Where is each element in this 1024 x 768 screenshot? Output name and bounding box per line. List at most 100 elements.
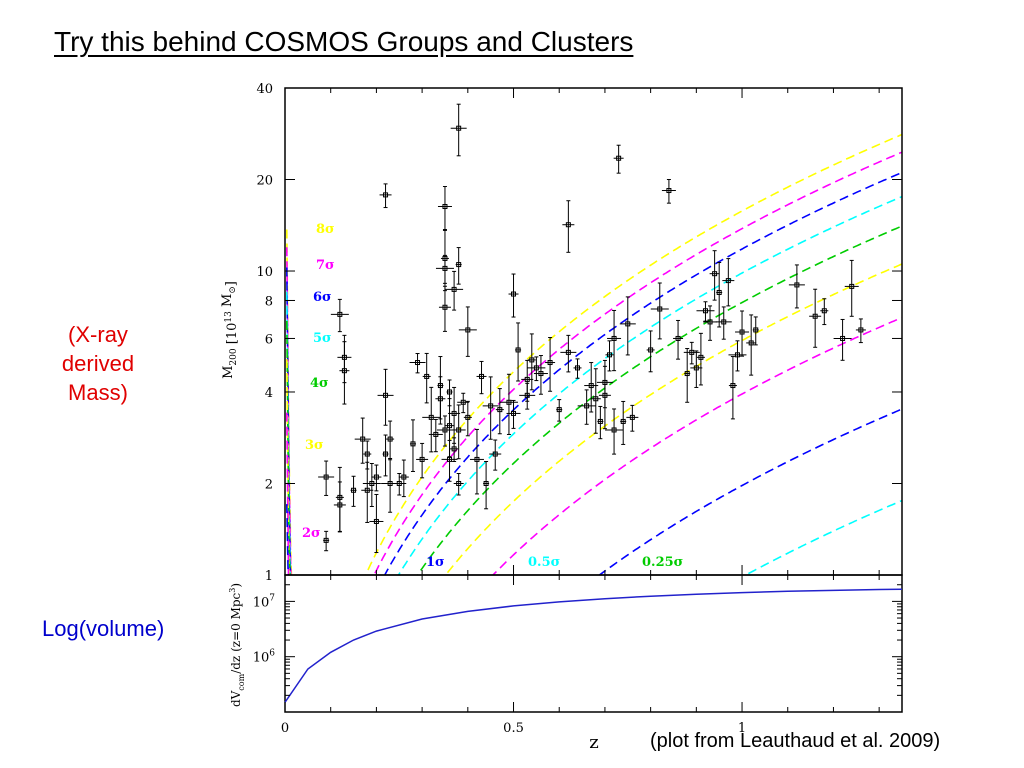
threshold-curve-0.5σ bbox=[744, 499, 902, 575]
data-point bbox=[379, 183, 392, 209]
data-point bbox=[435, 254, 454, 284]
bottom-frame bbox=[284, 574, 903, 713]
data-point bbox=[362, 462, 381, 507]
data-point bbox=[483, 460, 490, 510]
ytick-label: 1 bbox=[265, 569, 273, 584]
data-point bbox=[809, 288, 822, 348]
data-point bbox=[577, 389, 596, 425]
mass-redshift-panel: 8σ 7σ 6σ 5σ 4σ 3σ 2σ 1σ 0.5σ 0.25σ 1 2 4 6 8 10 20 40 M200… bbox=[220, 82, 903, 584]
data-point bbox=[597, 405, 604, 440]
data-point bbox=[495, 388, 504, 435]
data-point bbox=[746, 314, 757, 376]
data-point bbox=[820, 298, 829, 326]
data-point bbox=[626, 404, 639, 432]
data-point bbox=[556, 399, 563, 422]
data-point bbox=[437, 186, 452, 231]
curve-label-1σ: 1σ bbox=[426, 555, 445, 570]
curve-label-0.25σ: 0.25σ bbox=[642, 555, 683, 570]
data-point bbox=[350, 475, 357, 507]
data-point bbox=[545, 337, 556, 392]
data-point bbox=[605, 408, 624, 455]
curve-label-4σ: 4σ bbox=[310, 376, 329, 391]
data-point bbox=[377, 368, 394, 426]
data-point bbox=[428, 418, 443, 453]
log-volume-label: Log(volume) bbox=[42, 616, 165, 641]
data-point bbox=[590, 368, 601, 434]
slide-title: Try this behind COSMOS Groups and Cluste… bbox=[54, 26, 634, 57]
data-point bbox=[446, 379, 453, 407]
data-point bbox=[620, 400, 627, 445]
data-point bbox=[573, 358, 582, 379]
data-point bbox=[752, 316, 759, 346]
data-point bbox=[382, 434, 389, 477]
ytick-label: 8 bbox=[265, 294, 273, 309]
curve-label-3σ: 3σ bbox=[305, 438, 324, 453]
data-point bbox=[722, 258, 735, 307]
data-point bbox=[650, 282, 669, 340]
data-point bbox=[728, 356, 737, 420]
data-point bbox=[422, 386, 441, 453]
data-point bbox=[463, 400, 472, 437]
threshold-curve-5σ bbox=[286, 195, 902, 575]
data-point bbox=[709, 250, 720, 301]
data-point bbox=[335, 466, 344, 533]
data-point bbox=[381, 457, 400, 513]
data-point bbox=[735, 310, 750, 357]
data-point bbox=[445, 270, 464, 311]
data-point bbox=[457, 392, 470, 414]
curve-label-6σ: 6σ bbox=[313, 290, 332, 305]
xtick-label: 0.5 bbox=[503, 721, 524, 736]
curve-label-5σ: 5σ bbox=[313, 331, 332, 346]
curve-label-0.5σ: 0.5σ bbox=[528, 555, 560, 570]
ytick-label: 6 bbox=[265, 332, 273, 347]
volume-panel: 106 107 0 0.5 1 z dVcom/dz (z=0 Mpc3) bbox=[228, 574, 903, 753]
ytick-label: 2 bbox=[265, 477, 273, 492]
data-point bbox=[844, 259, 859, 317]
data-point bbox=[716, 261, 723, 328]
data-point bbox=[339, 341, 350, 405]
threshold-curve-2σ bbox=[286, 316, 902, 575]
data-point bbox=[416, 442, 429, 479]
data-point bbox=[598, 365, 611, 430]
data-point bbox=[696, 301, 715, 322]
data-point bbox=[441, 439, 458, 482]
data-point bbox=[833, 318, 852, 361]
data-point bbox=[703, 305, 718, 341]
data-point bbox=[683, 341, 700, 365]
data-point bbox=[371, 464, 382, 492]
data-point bbox=[453, 472, 464, 496]
ytick-label: 20 bbox=[256, 174, 273, 189]
data-point bbox=[499, 373, 518, 435]
data-point bbox=[661, 179, 676, 204]
data-point bbox=[728, 340, 747, 372]
xtick-label: 0 bbox=[281, 721, 289, 736]
data-point bbox=[684, 348, 691, 403]
data-point bbox=[533, 355, 548, 395]
threshold-curves bbox=[286, 133, 902, 575]
threshold-curve-7σ bbox=[286, 151, 902, 575]
data-point bbox=[482, 376, 499, 440]
data-point bbox=[409, 419, 416, 472]
data-point bbox=[619, 296, 636, 356]
cluster-points bbox=[318, 103, 866, 554]
data-point bbox=[646, 330, 655, 373]
data-point bbox=[562, 200, 575, 253]
data-point bbox=[451, 404, 466, 460]
data-point bbox=[450, 103, 467, 157]
curve-label-2σ: 2σ bbox=[302, 526, 321, 541]
data-point bbox=[605, 340, 614, 372]
data-point bbox=[354, 417, 371, 464]
ytick-label: 106 bbox=[253, 649, 276, 666]
data-point bbox=[527, 356, 546, 382]
data-point bbox=[318, 460, 335, 496]
data-point bbox=[398, 459, 409, 498]
top-frame bbox=[284, 87, 903, 576]
xray-mass-label: (X-ray derived Mass) bbox=[61, 322, 135, 405]
ytick-label: 4 bbox=[265, 386, 273, 401]
data-point bbox=[409, 353, 426, 374]
data-point bbox=[506, 399, 521, 429]
data-point bbox=[607, 309, 622, 372]
data-point bbox=[613, 144, 624, 174]
data-point bbox=[469, 428, 484, 495]
